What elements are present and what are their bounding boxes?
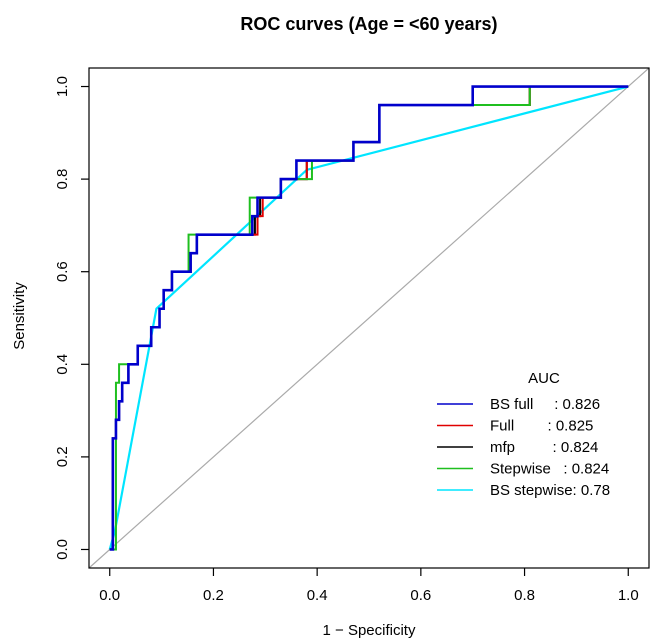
plot-frame xyxy=(88,67,650,569)
y-tick-label: 0.2 xyxy=(54,446,71,467)
series-layer xyxy=(108,85,629,551)
y-axis-ticks: 0.0 0.2 0.4 0.6 0.8 1.0 xyxy=(54,76,89,560)
reference-line-layer xyxy=(88,67,650,569)
y-axis-label: Sensitivity xyxy=(11,282,28,350)
legend-label-bs-full: BS full : 0.826 xyxy=(490,396,600,413)
y-tick-label: 0.4 xyxy=(54,354,71,375)
y-tick-label: 0.0 xyxy=(54,539,71,560)
legend: AUC BS full : 0.826 Full : 0.825 mfp : 0.8… xyxy=(437,370,610,499)
x-tick-label: 0.0 xyxy=(99,587,120,604)
legend-label-bs-stepwise: BS stepwise: 0.78 xyxy=(490,482,610,499)
legend-label-full: Full : 0.825 xyxy=(490,418,593,435)
reference-diagonal-line xyxy=(88,67,650,569)
x-axis-label: 1 − Specificity xyxy=(323,622,416,639)
legend-title: AUC xyxy=(528,370,560,387)
x-tick-label: 0.8 xyxy=(514,587,535,604)
y-tick-label: 1.0 xyxy=(54,76,71,97)
x-tick-label: 1.0 xyxy=(618,587,639,604)
series-line-bs-full xyxy=(109,85,629,551)
x-tick-label: 0.4 xyxy=(307,587,328,604)
x-axis-ticks: 0.0 0.2 0.4 0.6 0.8 1.0 xyxy=(99,568,639,604)
y-tick-label: 0.6 xyxy=(54,261,71,282)
chart-title: ROC curves (Age = <60 years) xyxy=(240,14,497,34)
legend-label-mfp: mfp : 0.824 xyxy=(490,439,598,456)
x-tick-label: 0.2 xyxy=(203,587,224,604)
legend-label-stepwise: Stepwise : 0.824 xyxy=(490,461,609,478)
y-tick-label: 0.8 xyxy=(54,169,71,190)
x-tick-label: 0.6 xyxy=(410,587,431,604)
